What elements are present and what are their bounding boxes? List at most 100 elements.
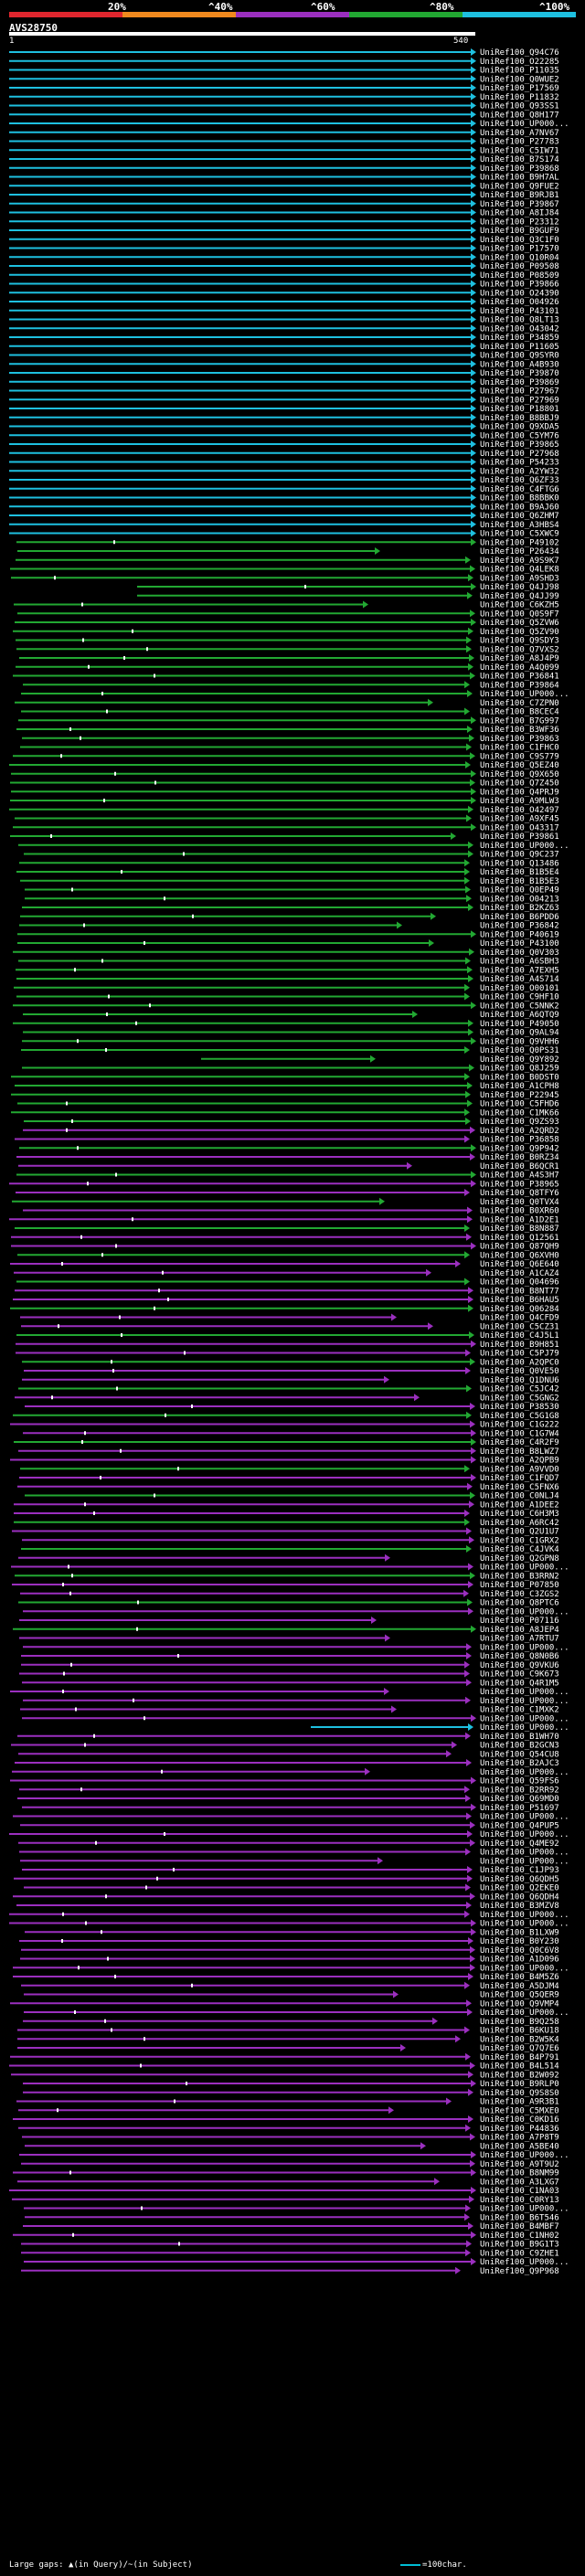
hit-label[interactable]: UniRef100_Q4PRJ9: [480, 788, 559, 797]
hit-label[interactable]: UniRef100_Q3C1F0: [480, 236, 559, 245]
hit-label[interactable]: UniRef100_P39868: [480, 164, 559, 174]
hit-label[interactable]: UniRef100_Q8PTC6: [480, 1599, 559, 1608]
hit-label[interactable]: UniRef100_B4L514: [480, 2062, 559, 2072]
hit-label[interactable]: UniRef100_A9VVD0: [480, 1465, 559, 1474]
hit-label[interactable]: UniRef100_Q54CU8: [480, 1750, 559, 1759]
hit-label[interactable]: UniRef100_UP000...: [480, 1857, 569, 1866]
hit-label[interactable]: UniRef100_O24390: [480, 289, 559, 298]
hit-label[interactable]: UniRef100_B0Y230: [480, 1937, 559, 1946]
hit-label[interactable]: UniRef100_C5CZ31: [480, 1322, 559, 1331]
hit-label[interactable]: UniRef100_B1B5E3: [480, 877, 559, 886]
hit-label[interactable]: UniRef100_Q06284: [480, 1305, 559, 1314]
hit-label[interactable]: UniRef100_UP000...: [480, 120, 569, 129]
hit-label[interactable]: UniRef100_B3MZV8: [480, 1902, 559, 1911]
hit-label[interactable]: UniRef100_UP000...: [480, 1964, 569, 1973]
hit-label[interactable]: UniRef100_Q4JJ99: [480, 592, 559, 601]
hit-label[interactable]: UniRef100_P27783: [480, 138, 559, 147]
hit-label[interactable]: UniRef100_C5MXE0: [480, 2106, 559, 2115]
hit-label[interactable]: UniRef100_P27967: [480, 387, 559, 397]
hit-label[interactable]: UniRef100_O42497: [480, 806, 559, 815]
hit-label[interactable]: UniRef100_Q9Y892: [480, 1055, 559, 1065]
hit-label[interactable]: UniRef100_Q8LT13: [480, 316, 559, 325]
hit-label[interactable]: UniRef100_Q4ME92: [480, 1839, 559, 1849]
hit-label[interactable]: UniRef100_A7NV67: [480, 129, 559, 138]
hit-label[interactable]: UniRef100_C1GRX2: [480, 1536, 559, 1545]
hit-label[interactable]: UniRef100_Q1DNU6: [480, 1376, 559, 1385]
hit-label[interactable]: UniRef100_B2KZ63: [480, 904, 559, 913]
hit-label[interactable]: UniRef100_B9RLP0: [480, 2080, 559, 2089]
hit-label[interactable]: UniRef100_Q4PUP5: [480, 1821, 559, 1830]
hit-label[interactable]: UniRef100_P39865: [480, 440, 559, 450]
hit-label[interactable]: UniRef100_B7G997: [480, 716, 559, 726]
hit-label[interactable]: UniRef100_A4S3H7: [480, 1171, 559, 1181]
hit-label[interactable]: UniRef100_A7EXH5: [480, 966, 559, 975]
hit-label[interactable]: UniRef100_Q0WUE2: [480, 75, 559, 84]
hit-label[interactable]: UniRef100_C7ZPN0: [480, 699, 559, 708]
hit-label[interactable]: UniRef100_P44836: [480, 2125, 559, 2134]
hit-label[interactable]: UniRef100_C9ZHE1: [480, 2249, 559, 2258]
hit-label[interactable]: UniRef100_C5NNK2: [480, 1002, 559, 1011]
hit-label[interactable]: UniRef100_P39867: [480, 200, 559, 209]
hit-label[interactable]: UniRef100_B2W092: [480, 2071, 559, 2080]
hit-label[interactable]: UniRef100_B1B5E4: [480, 868, 559, 877]
hit-label[interactable]: UniRef100_P34859: [480, 334, 559, 343]
hit-label[interactable]: UniRef100_P39864: [480, 681, 559, 690]
hit-label[interactable]: UniRef100_P23312: [480, 217, 559, 227]
hit-label[interactable]: UniRef100_B9G1T3: [480, 2241, 559, 2250]
hit-label[interactable]: UniRef100_Q13486: [480, 859, 559, 868]
hit-label[interactable]: UniRef100_B6QCR1: [480, 1162, 559, 1171]
hit-label[interactable]: UniRef100_B3WF36: [480, 726, 559, 735]
hit-label[interactable]: UniRef100_UP000...: [480, 842, 569, 851]
hit-label[interactable]: UniRef100_P07850: [480, 1581, 559, 1590]
hit-label[interactable]: UniRef100_Q93SS1: [480, 102, 559, 111]
hit-label[interactable]: UniRef100_Q9AL94: [480, 1029, 559, 1038]
hit-label[interactable]: UniRef100_C5FNX6: [480, 1483, 559, 1492]
hit-label[interactable]: UniRef100_A6RC42: [480, 1519, 559, 1528]
hit-label[interactable]: UniRef100_B2W5K4: [480, 2035, 559, 2044]
hit-label[interactable]: UniRef100_Q5ZVW6: [480, 619, 559, 628]
hit-label[interactable]: UniRef100_A9R3B1: [480, 2098, 559, 2107]
hit-label[interactable]: UniRef100_C3ZGS2: [480, 1590, 559, 1599]
hit-label[interactable]: UniRef100_A2QRD2: [480, 1127, 559, 1136]
hit-label[interactable]: UniRef100_B1LXW9: [480, 1928, 559, 1937]
hit-label[interactable]: UniRef100_A9MLW3: [480, 797, 559, 806]
hit-label[interactable]: UniRef100_B4MBF7: [480, 2222, 559, 2231]
hit-label[interactable]: UniRef100_P11035: [480, 67, 559, 76]
hit-label[interactable]: UniRef100_Q10R04: [480, 253, 559, 262]
hit-label[interactable]: UniRef100_UP000...: [480, 1714, 569, 1723]
hit-label[interactable]: UniRef100_P51697: [480, 1804, 559, 1813]
hit-label[interactable]: UniRef100_P38965: [480, 1180, 559, 1189]
hit-label[interactable]: UniRef100_B9AJ60: [480, 503, 559, 512]
hit-label[interactable]: UniRef100_B6PDD6: [480, 913, 559, 922]
hit-label[interactable]: UniRef100_C5FHD6: [480, 1100, 559, 1109]
hit-label[interactable]: UniRef100_UP000...: [480, 2258, 569, 2267]
hit-label[interactable]: UniRef100_B1WH70: [480, 1733, 559, 1742]
hit-label[interactable]: UniRef100_UP000...: [480, 1643, 569, 1652]
hit-label[interactable]: UniRef100_P39870: [480, 369, 559, 378]
hit-label[interactable]: UniRef100_B9GUF9: [480, 227, 559, 236]
hit-label[interactable]: UniRef100_A9S9K7: [480, 557, 559, 566]
hit-label[interactable]: UniRef100_Q4R1M5: [480, 1679, 559, 1688]
hit-label[interactable]: UniRef100_B7S174: [480, 155, 559, 164]
hit-label[interactable]: UniRef100_P22945: [480, 1091, 559, 1100]
hit-label[interactable]: UniRef100_P40619: [480, 930, 559, 939]
hit-label[interactable]: UniRef100_Q6QDH4: [480, 1892, 559, 1902]
hit-label[interactable]: UniRef100_C1JP93: [480, 1866, 559, 1875]
hit-label[interactable]: UniRef100_C1MK66: [480, 1108, 559, 1118]
hit-label[interactable]: UniRef100_A8J4P9: [480, 654, 559, 663]
hit-label[interactable]: UniRef100_Q6XVH0: [480, 1251, 559, 1260]
hit-label[interactable]: UniRef100_P43101: [480, 307, 559, 316]
hit-label[interactable]: UniRef100_O04926: [480, 298, 559, 307]
hit-label[interactable]: UniRef100_O04213: [480, 895, 559, 904]
hit-label[interactable]: UniRef100_Q9X650: [480, 770, 559, 779]
hit-label[interactable]: UniRef100_P08509: [480, 271, 559, 281]
hit-label[interactable]: UniRef100_Q69MD0: [480, 1795, 559, 1804]
hit-label[interactable]: UniRef100_A4B930: [480, 360, 559, 369]
hit-label[interactable]: UniRef100_C5G1G8: [480, 1412, 559, 1421]
hit-label[interactable]: UniRef100_C5XWC9: [480, 530, 559, 539]
hit-label[interactable]: UniRef100_UP000...: [480, 1688, 569, 1697]
hit-label[interactable]: UniRef100_Q9C237: [480, 851, 559, 860]
hit-label[interactable]: UniRef100_P36841: [480, 673, 559, 682]
hit-label[interactable]: UniRef100_P54233: [480, 459, 559, 468]
hit-label[interactable]: UniRef100_O43317: [480, 823, 559, 832]
